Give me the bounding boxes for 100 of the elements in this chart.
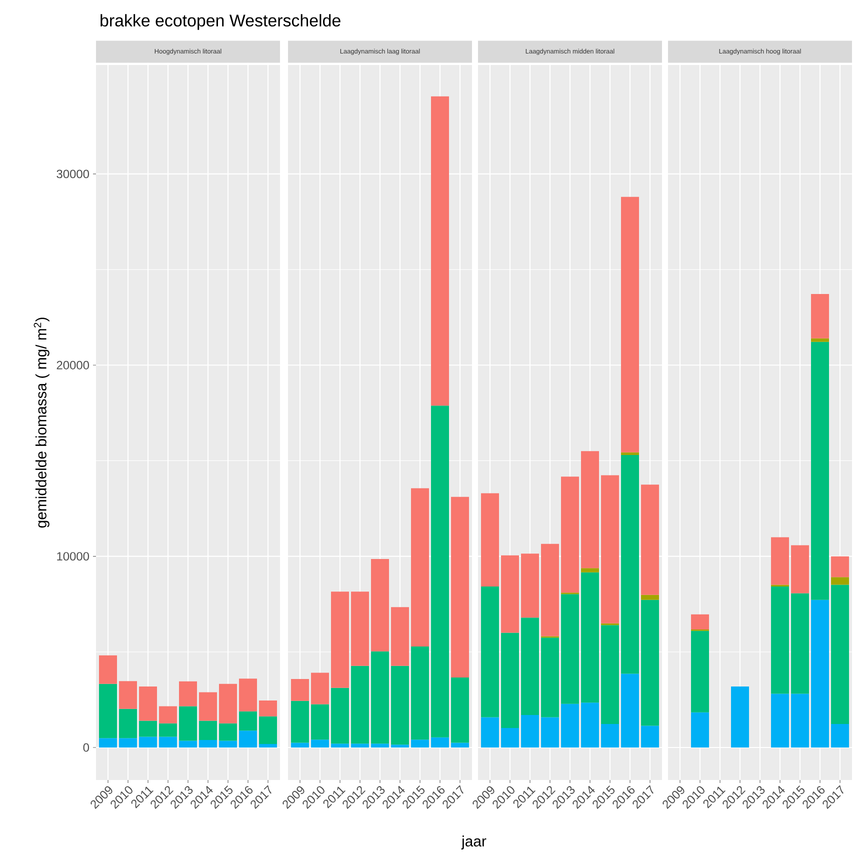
bar xyxy=(771,586,790,694)
bar xyxy=(259,700,277,716)
bar xyxy=(199,692,218,721)
bar xyxy=(621,674,640,748)
bar xyxy=(501,632,520,728)
y-axis-title: gemiddelde biomassa ( mg/ m$^{2}$) xyxy=(34,318,50,528)
bar xyxy=(581,702,600,748)
bar xyxy=(451,678,470,743)
bar xyxy=(219,740,237,748)
bar xyxy=(259,744,277,748)
bar xyxy=(641,600,660,726)
bar xyxy=(99,684,117,738)
x-axis-title: jaar xyxy=(461,836,486,850)
bar xyxy=(411,740,430,748)
bar xyxy=(219,684,237,724)
bar xyxy=(371,651,390,744)
bar xyxy=(159,736,177,748)
bar xyxy=(351,744,370,748)
bar xyxy=(501,728,520,748)
bar xyxy=(521,714,540,748)
bar xyxy=(831,556,850,578)
bar xyxy=(791,694,810,748)
bar xyxy=(771,537,790,585)
bar xyxy=(601,724,620,748)
bar xyxy=(411,646,430,740)
bar xyxy=(641,726,660,748)
bar xyxy=(831,584,850,724)
bar xyxy=(199,720,218,740)
bar xyxy=(791,545,810,594)
y-tick-label: 10000 xyxy=(57,552,90,561)
bar xyxy=(601,625,620,724)
bar xyxy=(391,744,410,748)
bar xyxy=(691,712,710,748)
bar xyxy=(581,568,600,572)
bar xyxy=(291,742,310,748)
bar xyxy=(811,294,830,338)
bar xyxy=(219,723,237,741)
bar xyxy=(311,740,330,748)
bar xyxy=(99,738,117,748)
bar xyxy=(331,688,350,744)
bar xyxy=(621,452,640,455)
bar xyxy=(179,740,197,748)
bar xyxy=(99,655,117,684)
bar xyxy=(811,338,830,342)
chart-title: brakke ecotopen Westerschelde xyxy=(100,14,340,30)
y-tick-label: 0 xyxy=(83,743,90,752)
bar xyxy=(561,704,580,748)
bar xyxy=(311,704,330,740)
bar xyxy=(521,618,540,715)
bar xyxy=(291,679,310,701)
bar xyxy=(139,686,157,721)
bar xyxy=(119,738,137,748)
bar xyxy=(641,484,660,595)
bar xyxy=(811,600,830,748)
bar xyxy=(581,451,600,568)
bar xyxy=(159,723,177,737)
bar xyxy=(351,592,370,666)
y-tick-label: 20000 xyxy=(56,360,90,370)
bar xyxy=(331,744,350,748)
bar xyxy=(411,488,430,647)
bar xyxy=(831,577,850,585)
bar xyxy=(481,717,500,748)
bar xyxy=(431,737,450,748)
bar xyxy=(291,700,310,743)
bar xyxy=(641,594,660,600)
bar xyxy=(431,96,450,406)
bar xyxy=(601,475,620,624)
bar xyxy=(831,724,850,748)
bar xyxy=(561,476,580,593)
bar xyxy=(139,736,157,748)
bar xyxy=(731,686,750,748)
bar xyxy=(581,572,600,703)
bar xyxy=(259,716,277,744)
bar xyxy=(541,717,560,748)
bar xyxy=(199,740,218,748)
bar xyxy=(481,586,500,718)
bar xyxy=(791,593,810,694)
bar xyxy=(561,594,580,704)
bar xyxy=(541,544,560,636)
bar xyxy=(811,342,830,600)
bar xyxy=(351,666,370,744)
bar xyxy=(139,720,157,737)
bar xyxy=(119,708,137,738)
bar xyxy=(239,711,257,731)
bar xyxy=(501,555,520,633)
bar xyxy=(521,554,540,618)
bar xyxy=(371,558,390,652)
bar xyxy=(691,614,710,630)
bar xyxy=(481,493,500,587)
bar xyxy=(431,406,450,738)
bar xyxy=(179,706,197,741)
bar xyxy=(239,678,257,712)
bar xyxy=(239,730,257,748)
bar xyxy=(771,694,790,748)
bar xyxy=(451,496,470,678)
bar xyxy=(691,630,710,712)
bar xyxy=(119,681,137,709)
bar xyxy=(159,706,177,724)
bar xyxy=(331,592,350,688)
bar xyxy=(371,744,390,748)
